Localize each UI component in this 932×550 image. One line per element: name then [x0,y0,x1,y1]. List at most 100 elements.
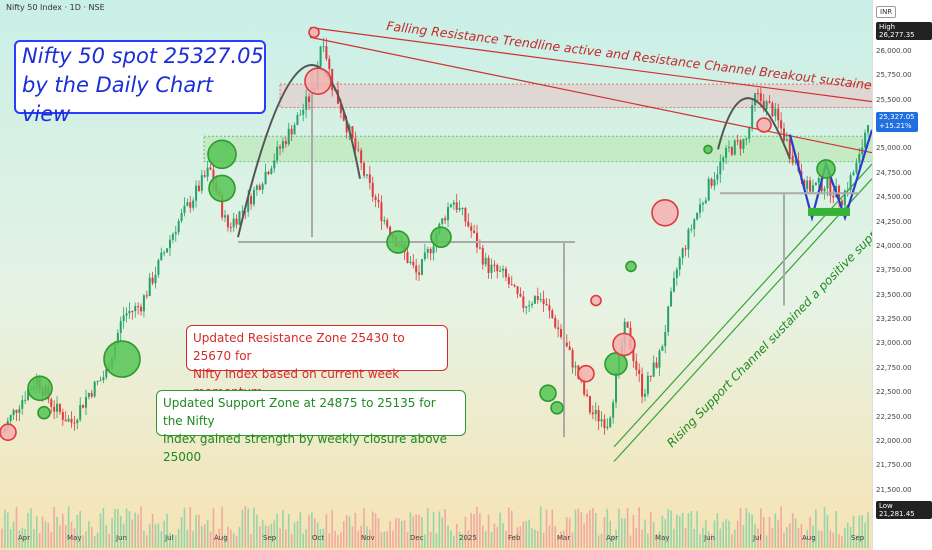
volume-bar [731,534,733,548]
volume-bar [594,512,597,548]
time-tick-label: Jun [116,534,127,542]
candle-body [655,362,658,368]
candle-body [377,200,380,203]
rounding-top-arc [237,64,361,238]
volume-bar [56,516,58,548]
volume-bar [114,508,116,548]
candle-body [487,257,490,273]
candle-body [722,157,725,162]
volume-bar [76,515,79,548]
volume-bar [360,525,362,548]
candle-body [588,396,591,413]
signal-circle [816,159,836,179]
volume-bar [794,518,797,548]
volume-bar [623,518,626,548]
volume-bar [380,532,383,548]
volume-bar [867,512,869,548]
candle-body [765,101,768,110]
candle-body [504,268,507,278]
volume-bar [195,514,197,548]
candle-body [551,310,554,318]
title-line-2: by the Daily Chart view [22,73,214,126]
volume-bar [823,507,826,548]
volume-bar [513,535,516,548]
volume-bar [568,517,571,548]
volume-bar [458,531,461,548]
volume-bar [600,533,603,548]
volume-bar [739,508,742,548]
candle-body [725,148,728,158]
volume-bar [241,509,244,548]
candle-body [867,125,869,133]
volume-bar [151,513,154,548]
signal-circle [539,384,557,403]
candle-body [742,138,745,149]
candle-body [418,272,421,275]
volume-bar [649,511,652,548]
candle-body [50,399,53,407]
time-tick-label: Jul [165,534,174,542]
candle-body [70,418,73,423]
volume-bar [137,514,139,548]
candle-body [548,305,551,311]
candle-body [264,171,267,185]
volume-bar [67,506,70,548]
candle-body [192,200,195,208]
price-tick-label: 24,000.00 [876,241,912,250]
candle-body [510,284,513,286]
signal-circle [577,364,595,383]
resistance-note-text: Updated Resistance Zone 25430 to 25670 f… [187,326,447,404]
volume-bar [421,516,423,548]
candle-body [247,196,250,212]
candle-body [255,185,258,190]
volume-bar [534,529,536,548]
candle-body [699,204,702,213]
candle-body [539,299,542,301]
candle-body [308,96,311,103]
candle-body [209,167,212,170]
candle-body [261,184,264,190]
volume-bar [351,526,354,548]
candle-body [15,409,18,413]
time-tick-label: Mar [557,534,571,542]
volume-bar [90,527,93,548]
candle-body [299,114,302,116]
volume-bar [403,520,406,548]
candle-body [499,270,502,272]
candle-body [707,178,710,201]
volume-bar [838,534,840,548]
volume-bar [586,513,588,548]
candle-body [478,247,481,249]
volume-bar [189,507,192,548]
volume-bar [111,517,113,548]
candle-body [357,149,360,151]
volume-bar [163,520,165,548]
price-axis[interactable] [872,0,932,550]
currency-badge[interactable]: INR [876,6,897,18]
signal-circle [703,144,713,155]
volume-bar [296,521,299,548]
candle-body [27,389,30,400]
volume-bar [146,535,148,548]
candle-body [519,294,522,297]
candle-body [586,394,589,397]
volume-bar [557,535,559,548]
volume-bar [522,521,525,548]
volume-bar [125,508,128,548]
candle-body [432,246,435,254]
candle-body [186,202,189,206]
candle-body [339,103,342,113]
candle-body [61,412,64,420]
volume-bar [777,519,780,548]
volume-bar [771,527,774,548]
candle-body [649,375,652,377]
candle-body [331,68,334,90]
time-tick-label: Feb [508,534,521,542]
volume-bar [835,510,837,548]
volume-bar [160,531,163,548]
volume-bar [699,533,701,548]
volume-bar [574,509,577,548]
candle-body [406,252,409,263]
volume-bar [18,530,21,548]
signal-circle [103,340,141,378]
